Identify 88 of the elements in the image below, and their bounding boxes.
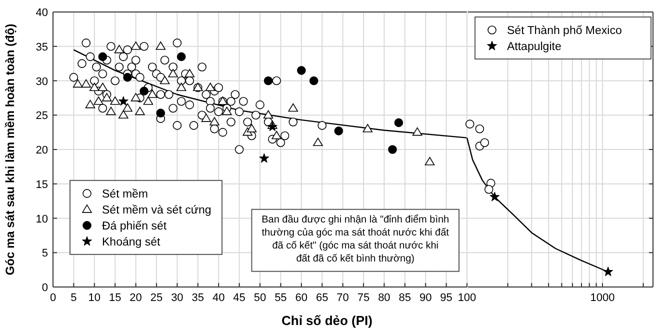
x-tick-label: 10 <box>88 292 101 304</box>
point <box>118 96 128 106</box>
x-tick-label: 15 <box>108 292 122 304</box>
point <box>147 90 158 98</box>
y-tick-label: 30 <box>36 76 48 88</box>
y-tick-label: 0 <box>42 282 48 294</box>
point <box>424 156 435 166</box>
legend-label: Đá phiến sét <box>102 220 168 232</box>
legend-label: Sét mềm và sét cứng <box>102 204 212 216</box>
legend-label: Sét mềm <box>102 188 148 200</box>
y-tick-label: 15 <box>36 178 48 191</box>
legend-label: Attapulgite <box>507 41 562 53</box>
x-tick-label: 75 <box>357 292 370 304</box>
point <box>130 93 141 102</box>
point <box>122 103 132 112</box>
point <box>334 126 344 136</box>
point <box>102 93 112 102</box>
point <box>118 110 128 119</box>
x-tick-label: 65 <box>316 292 328 304</box>
x-tick-label: 20 <box>130 292 142 304</box>
x-tick-label: 25 <box>150 292 163 304</box>
x-tick-label: 0 <box>50 292 56 304</box>
x-tick-label: 70 <box>336 292 349 304</box>
point <box>210 117 220 126</box>
point <box>98 52 108 62</box>
y-tick-label: 20 <box>36 144 48 156</box>
point <box>259 153 270 163</box>
point <box>110 96 120 105</box>
x-tick-label: 85 <box>398 292 412 304</box>
point <box>114 44 124 54</box>
x-tick-label: 80 <box>378 292 390 304</box>
point <box>412 127 422 136</box>
point <box>176 82 186 92</box>
point <box>309 76 318 86</box>
point <box>263 110 274 119</box>
point <box>156 108 166 118</box>
point <box>272 130 282 140</box>
point <box>264 76 273 86</box>
point <box>130 41 141 50</box>
x-tick-label: 100 <box>458 292 476 304</box>
point <box>90 82 100 92</box>
point <box>313 138 323 146</box>
x-tick-label: 45 <box>233 292 246 304</box>
legend-label: Khoáng sét <box>102 236 161 248</box>
point <box>388 145 397 154</box>
point <box>85 100 96 108</box>
y-tick-label: 5 <box>42 248 48 260</box>
point <box>222 106 232 116</box>
point <box>123 72 132 82</box>
y-tick-label: 35 <box>36 41 48 54</box>
point <box>94 96 104 105</box>
x-axis-title: Chỉ số dẻo (PI) <box>282 313 372 328</box>
x-tick-label: 1000 <box>590 292 615 304</box>
point <box>184 68 195 78</box>
x-tick-label: 60 <box>295 292 308 304</box>
point <box>205 82 216 92</box>
point <box>297 66 306 75</box>
x-tick-label: 30 <box>171 292 184 304</box>
point <box>143 96 154 105</box>
point <box>267 122 278 132</box>
x-tick-label: 40 <box>212 292 225 304</box>
x-tick-label: 5 <box>70 292 77 304</box>
point <box>201 114 212 122</box>
point <box>362 124 373 132</box>
point <box>72 79 83 88</box>
y-tick-label: 25 <box>36 110 48 122</box>
point <box>156 41 166 50</box>
x-tick-label: 90 <box>419 292 432 304</box>
point <box>98 82 108 92</box>
point <box>135 106 145 116</box>
point <box>168 68 178 78</box>
x-tick-label: 95 <box>440 292 452 304</box>
legend-label: Sét Thành phố Mexico <box>507 25 622 37</box>
x-tick-label: 55 <box>274 292 287 304</box>
point <box>246 124 257 132</box>
y-axis-title: Góc ma sát sau khi làm mềm hoàn toàn (độ) <box>3 24 17 276</box>
point <box>288 103 298 112</box>
point <box>140 86 148 96</box>
point <box>81 79 92 88</box>
point <box>176 52 186 62</box>
x-tick-label: 35 <box>192 292 204 304</box>
x-tick-label: 50 <box>254 292 266 304</box>
point <box>106 106 116 116</box>
point <box>394 118 404 128</box>
y-tick-label: 10 <box>36 213 48 226</box>
point <box>160 76 170 84</box>
annotation: Ban đầu được ghi nhận là "đỉnh điểm bình thường của góc ma sát thoát nước khi đất đã cố kết" (góc ma sát thoát nước khi đất đã cố kết bình thường) <box>262 213 450 264</box>
y-tick-label: 40 <box>36 7 48 19</box>
